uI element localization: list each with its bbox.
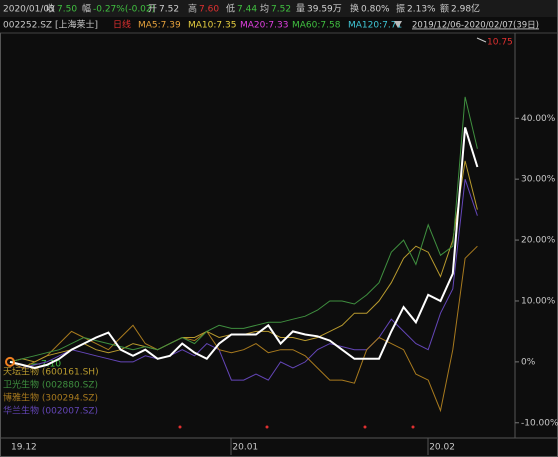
series-line <box>9 245 478 413</box>
info-value: 2.13% <box>407 5 436 15</box>
ma: MA120:7.71 <box>348 21 402 31</box>
series-line <box>9 96 478 363</box>
info-label: 低 <box>226 3 235 15</box>
annotation: 7.10 <box>41 360 61 370</box>
x-tick-label: 20.01 <box>232 443 258 453</box>
period: 日线 <box>113 19 131 31</box>
info-label: 幅 <box>82 3 91 15</box>
y-tick-label: 10.00% <box>521 296 556 306</box>
info-value: 2.98亿 <box>451 3 480 15</box>
info-value: 7.52 <box>271 5 291 15</box>
series-line <box>9 127 479 370</box>
series-line <box>9 179 478 381</box>
info-label: 额 <box>440 3 449 15</box>
ma: MA5:7.39 <box>138 21 181 31</box>
info-label: 高 <box>188 3 197 15</box>
y-tick-label: 20.00% <box>521 236 556 246</box>
start-marker <box>5 356 15 367</box>
event-marker[interactable] <box>178 425 182 429</box>
event-marker[interactable] <box>363 425 367 429</box>
y-tick-label: 40.00% <box>521 114 556 124</box>
info-label: 开 <box>148 4 157 15</box>
legend-entry: 博雅生物 (300294.SZ) <box>3 392 98 404</box>
info-value: -0.27%(-0.02) <box>93 5 155 15</box>
x-tick-label: 19.12 <box>11 443 37 453</box>
legend-entry: 卫光生物 (002880.SZ) <box>3 379 98 391</box>
info-value: 7.60 <box>199 5 219 15</box>
event-marker[interactable] <box>411 425 415 429</box>
date-range[interactable]: 2019/12/06-2020/02/07(39日) <box>412 21 539 31</box>
legend-entry: 华兰生物 (002007.SZ) <box>3 405 98 417</box>
x-tick-label: 20.02 <box>429 443 455 453</box>
info-label: 收 <box>46 3 55 15</box>
info-value: 0.80% <box>361 5 390 15</box>
annotation-arrow <box>476 37 487 43</box>
info-label: 换 <box>350 3 359 15</box>
ma: MA10:7.35 <box>188 21 236 31</box>
date: 2020/01/03 <box>3 5 55 15</box>
stock-name: 002252.SZ [上海莱士] <box>3 19 98 31</box>
annotation: 10.75 <box>487 38 513 48</box>
dropdown-arrow[interactable] <box>394 21 402 28</box>
y-tick-label: 0% <box>521 357 536 367</box>
info-label: 振 <box>396 3 405 15</box>
info-label: 量 <box>296 4 305 15</box>
info-value: 7.52 <box>159 5 179 15</box>
toolbar-bg <box>0 0 558 17</box>
info-value: 39.59万 <box>307 5 342 15</box>
event-marker[interactable] <box>265 425 269 429</box>
info-value: 7.50 <box>57 5 77 15</box>
ma: MA20:7.33 <box>240 21 288 31</box>
info-value: 7.44 <box>237 5 257 15</box>
y-tick-label: -10.00% <box>521 418 558 428</box>
info-label: 均 <box>260 3 269 15</box>
ma: MA60:7.58 <box>292 21 341 31</box>
y-tick-label: 30.00% <box>521 175 556 185</box>
legend-entry: 天坛生物 (600161.SH) <box>3 366 99 378</box>
